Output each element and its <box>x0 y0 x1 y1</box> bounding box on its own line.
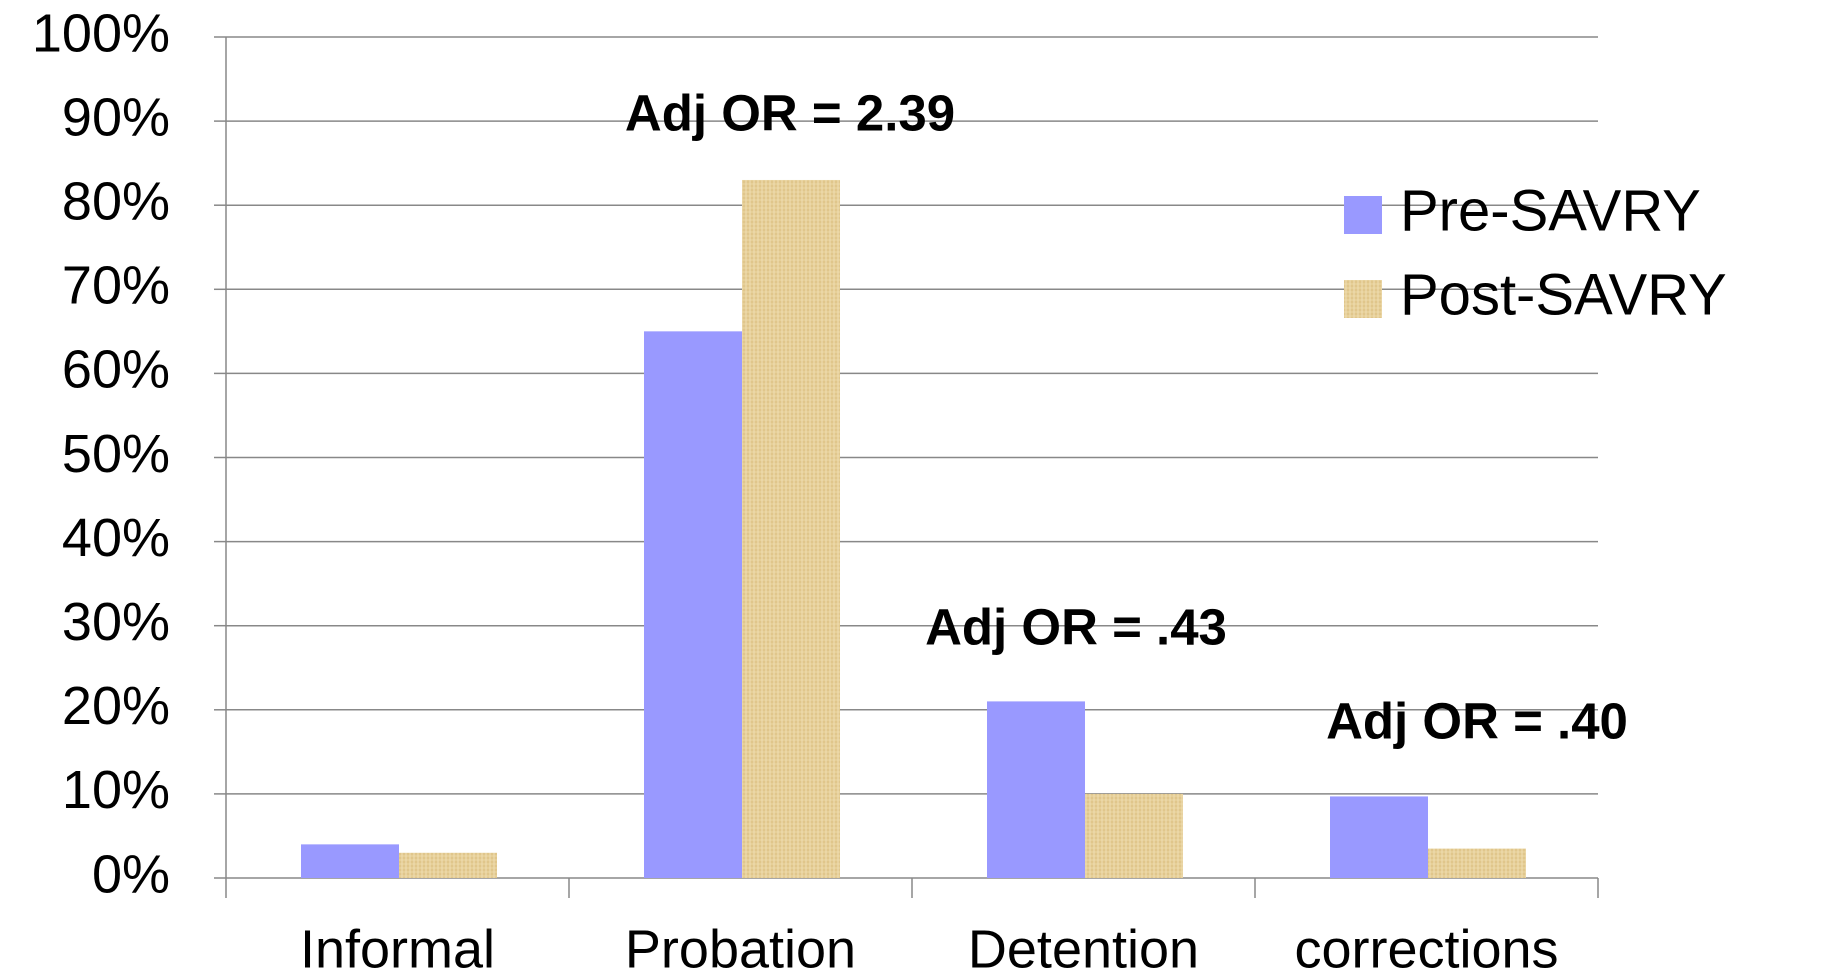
bar <box>742 179 840 879</box>
legend-label: Pre-SAVRY <box>1400 178 1701 243</box>
legend-swatch <box>1344 196 1382 234</box>
y-tick-label: 90% <box>62 87 170 147</box>
y-tick-label: 10% <box>62 760 170 820</box>
y-tick-label: 30% <box>62 592 170 652</box>
x-tick-label: Probation <box>625 919 856 979</box>
x-tick-label: corrections <box>1294 919 1558 979</box>
y-tick-label: 0% <box>92 844 170 904</box>
bar <box>987 701 1085 878</box>
y-tick-label: 20% <box>62 676 170 736</box>
bar <box>399 852 497 878</box>
x-tick-label: Informal <box>300 919 495 979</box>
legend-swatch <box>1344 280 1382 318</box>
bar <box>1428 848 1526 878</box>
annotation: Adj OR = 2.39 <box>625 84 955 141</box>
bar <box>1330 796 1428 878</box>
annotation: Adj OR = .40 <box>1326 692 1628 749</box>
bar <box>644 331 742 879</box>
y-tick-label: 70% <box>62 256 170 316</box>
legend-label: Post-SAVRY <box>1400 262 1727 327</box>
bar <box>1085 793 1183 878</box>
y-tick-label: 100% <box>32 3 170 63</box>
x-tick-label: Detention <box>968 919 1199 979</box>
y-tick-label: 80% <box>62 171 170 231</box>
y-tick-label: 60% <box>62 340 170 400</box>
y-tick-label: 50% <box>62 424 170 484</box>
annotation: Adj OR = .43 <box>925 598 1227 655</box>
bar <box>301 844 399 878</box>
y-tick-label: 40% <box>62 508 170 568</box>
